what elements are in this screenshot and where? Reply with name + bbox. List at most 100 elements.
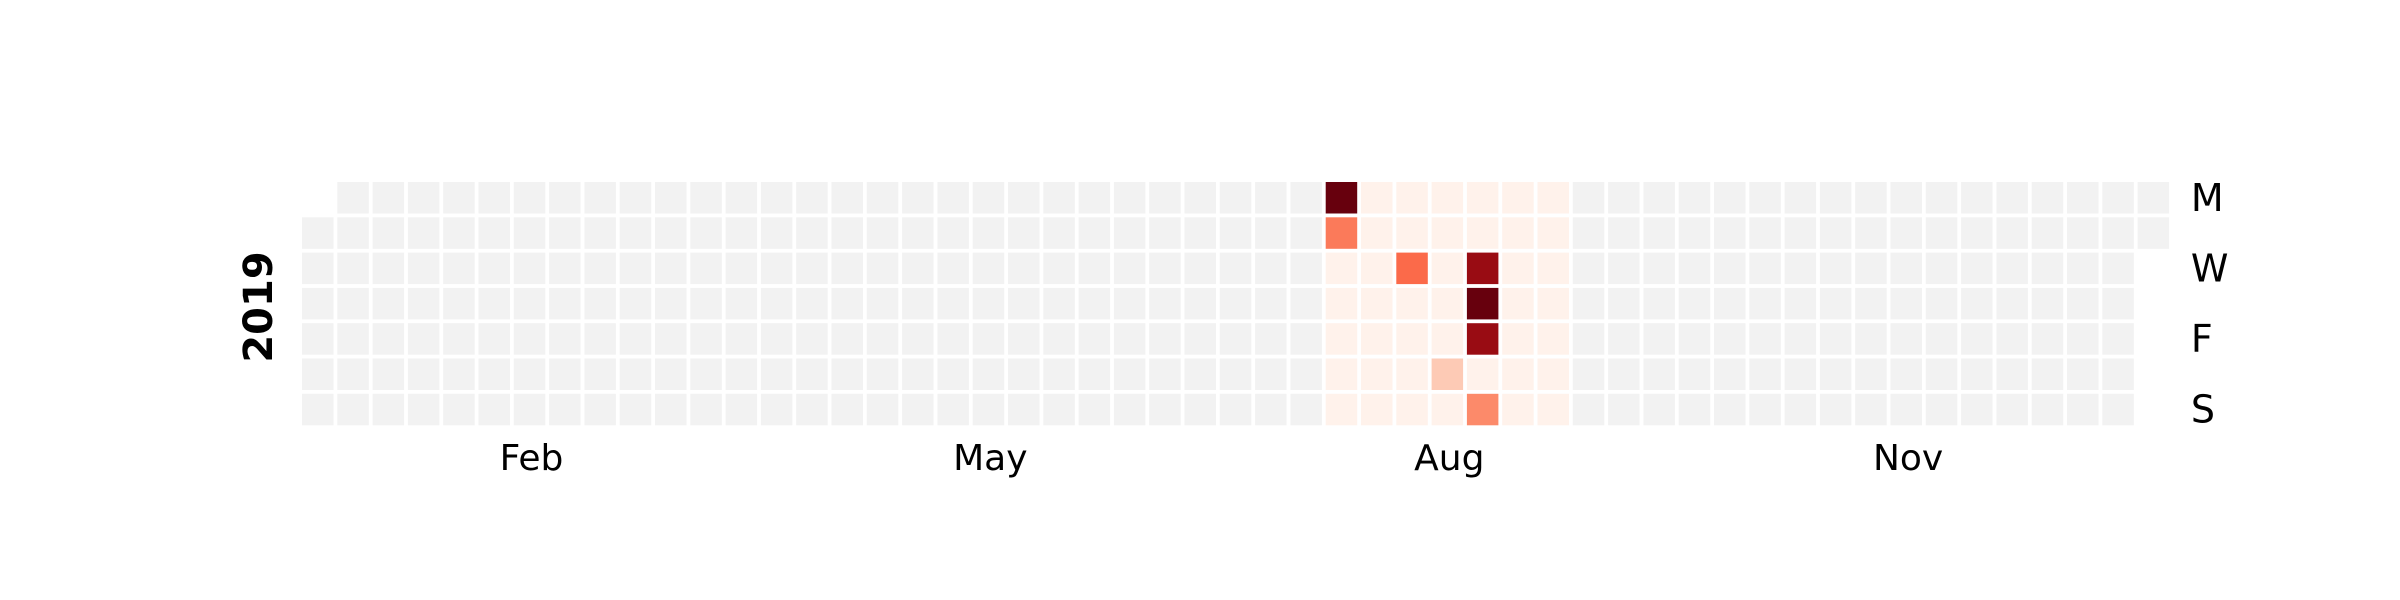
day-cell-2019-06-01 (1043, 358, 1075, 390)
day-cell-2019-10-26 (1784, 358, 1817, 390)
day-cell-2019-06-09 (1078, 393, 1111, 426)
day-cell-2019-09-08 (1537, 393, 1569, 426)
day-cell-2019-02-04 (478, 182, 510, 214)
day-cell-2019-09-06 (1537, 323, 1569, 355)
day-cell-2019-06-06 (1078, 287, 1111, 320)
day-cell-2019-10-12 (1714, 358, 1746, 390)
day-cell-2019-02-21 (549, 287, 581, 320)
day-cell-2019-02-23 (549, 358, 581, 390)
day-cell-2019-11-23 (1925, 358, 1958, 390)
day-cell-2019-03-27 (725, 252, 758, 285)
day-cell-2019-03-13 (655, 252, 687, 285)
day-cell-2019-03-31 (725, 393, 758, 426)
day-cell-2019-10-08 (1714, 217, 1746, 249)
day-cell-2019-12-18 (2067, 252, 2099, 285)
day-cell-2019-06-28 (1184, 323, 1216, 355)
month-label-nov: Nov (1873, 438, 1943, 479)
day-cell-2019-01-25 (407, 323, 440, 355)
day-cell-2019-10-27 (1784, 393, 1817, 426)
day-cell-2019-03-21 (690, 287, 722, 320)
day-cell-2019-11-11 (1890, 182, 1922, 214)
day-cell-2019-05-02 (902, 287, 934, 320)
day-cell-2019-07-15 (1290, 182, 1322, 214)
day-cell-2019-09-29 (1643, 393, 1675, 426)
day-cell-2019-12-20 (2067, 323, 2099, 355)
day-cell-2019-05-01 (902, 252, 934, 285)
day-cell-2019-01-19 (372, 358, 405, 390)
day-cell-2019-03-19 (690, 217, 722, 249)
day-cell-2019-11-14 (1890, 287, 1922, 320)
day-cell-2019-12-28 (2102, 358, 2134, 390)
day-cell-2019-04-01 (760, 182, 793, 214)
day-cell-2019-05-08 (937, 252, 969, 285)
day-cell-2019-05-04 (902, 358, 934, 390)
day-cell-2019-05-29 (1043, 252, 1075, 285)
day-cell-2019-04-09 (796, 217, 828, 249)
day-cell-2019-11-07 (1855, 287, 1887, 320)
day-cell-2019-12-30 (2137, 182, 2170, 214)
day-cell-2019-11-21 (1925, 287, 1958, 320)
day-cell-2019-12-03 (1996, 217, 2028, 249)
day-cell-2019-08-31 (1502, 358, 1534, 390)
day-cell-2019-01-18 (372, 323, 405, 355)
day-cell-2019-09-22 (1608, 393, 1640, 426)
day-cell-2019-02-16 (513, 358, 546, 390)
day-cell-2019-07-16 (1290, 217, 1322, 249)
day-cell-2019-06-11 (1113, 217, 1146, 249)
day-cell-2019-11-04 (1855, 182, 1887, 214)
day-cell-2019-10-23 (1784, 252, 1817, 285)
day-cell-2019-10-18 (1749, 323, 1781, 355)
day-cell-2019-07-08 (1255, 182, 1287, 214)
day-cell-2019-03-26 (725, 217, 758, 249)
day-cell-2019-06-03 (1078, 182, 1111, 214)
day-cell-2019-04-28 (866, 393, 899, 426)
day-cell-2019-06-19 (1149, 252, 1181, 285)
day-cell-2019-07-24 (1325, 252, 1358, 285)
day-cell-2019-04-11 (796, 287, 828, 320)
day-cell-2019-12-01 (1961, 393, 1993, 426)
day-cell-2019-03-24 (690, 393, 722, 426)
heatmap-cells (302, 182, 2170, 426)
day-cell-2019-10-24 (1784, 287, 1817, 320)
day-cell-2019-02-15 (513, 323, 546, 355)
day-cell-2019-12-04 (1996, 252, 2028, 285)
day-cell-2019-01-01 (302, 217, 334, 249)
day-cell-2019-06-20 (1149, 287, 1181, 320)
day-cell-2019-07-23 (1325, 217, 1358, 249)
day-cell-2019-03-25 (725, 182, 758, 214)
day-cell-2019-08-10 (1396, 358, 1428, 390)
day-cell-2019-08-04 (1361, 393, 1393, 426)
day-cell-2019-01-17 (372, 287, 405, 320)
day-cell-2019-02-24 (549, 393, 581, 426)
day-cell-2019-09-14 (1572, 358, 1605, 390)
day-cell-2019-05-17 (972, 323, 1005, 355)
day-cell-2019-09-05 (1537, 287, 1569, 320)
day-cell-2019-01-07 (337, 182, 369, 214)
day-cell-2019-11-20 (1925, 252, 1958, 285)
day-cell-2019-09-30 (1678, 182, 1711, 214)
day-cell-2019-04-19 (831, 323, 863, 355)
day-cell-2019-04-05 (760, 323, 793, 355)
day-cell-2019-02-10 (478, 393, 510, 426)
day-cell-2019-10-16 (1749, 252, 1781, 285)
day-cell-2019-04-20 (831, 358, 863, 390)
day-cell-2019-07-28 (1325, 393, 1358, 426)
day-cell-2019-07-31 (1361, 252, 1393, 285)
day-cell-2019-01-26 (407, 358, 440, 390)
day-cell-2019-11-08 (1855, 323, 1887, 355)
day-cell-2019-08-13 (1431, 217, 1464, 249)
day-cell-2019-09-15 (1572, 393, 1605, 426)
day-cell-2019-07-13 (1255, 358, 1287, 390)
day-cell-2019-05-18 (972, 358, 1005, 390)
day-cell-2019-05-27 (1043, 182, 1075, 214)
day-cell-2019-12-27 (2102, 323, 2134, 355)
day-cell-2019-01-06 (302, 393, 334, 426)
day-cell-2019-11-28 (1961, 287, 1993, 320)
day-cell-2019-05-14 (972, 217, 1005, 249)
day-cell-2019-12-19 (2067, 287, 2099, 320)
day-cell-2019-06-07 (1078, 323, 1111, 355)
day-cell-2019-09-25 (1643, 252, 1675, 285)
day-cell-2019-05-22 (1008, 252, 1040, 285)
day-cell-2019-08-18 (1431, 393, 1464, 426)
